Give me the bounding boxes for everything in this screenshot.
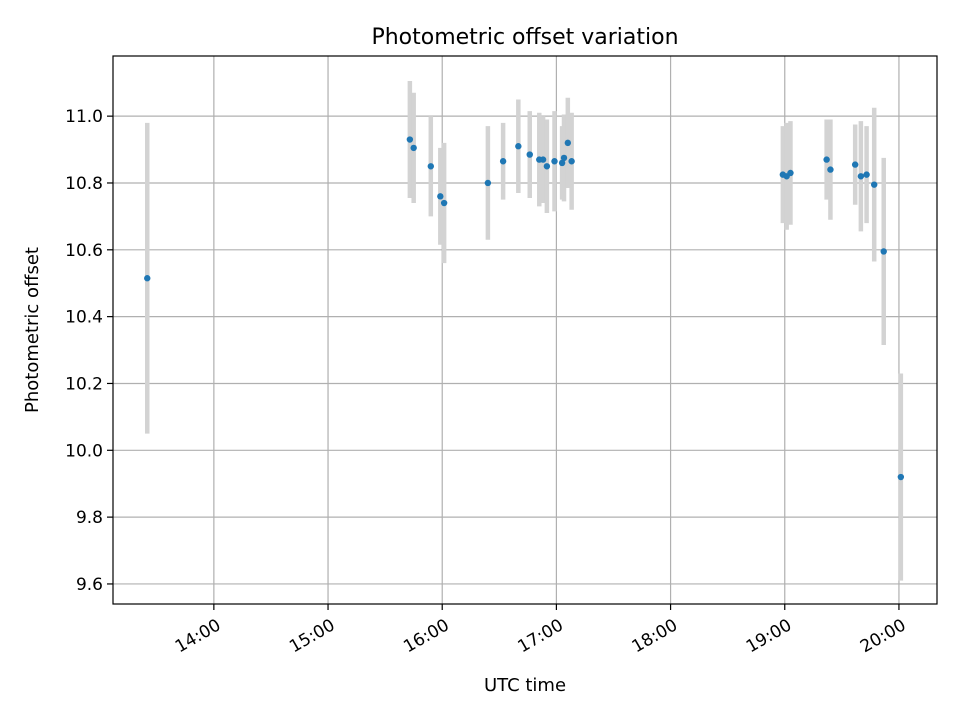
data-point xyxy=(851,161,859,168)
y-tick-label: 10.0 xyxy=(65,441,103,461)
data-point xyxy=(558,159,566,167)
data-point xyxy=(427,163,435,170)
data-point xyxy=(787,169,794,177)
data-point xyxy=(827,166,834,173)
data-point xyxy=(880,248,887,255)
data-point xyxy=(539,156,547,163)
y-tick-label: 10.6 xyxy=(65,241,103,261)
chart-title: Photometric offset variation xyxy=(371,25,678,50)
y-axis-ticks: 9.6 9.8 10.0 10.2 10.4 10.6 10.8 11.0 xyxy=(65,107,113,595)
data-point xyxy=(863,171,870,178)
data-point xyxy=(568,158,575,165)
y-axis-label: Photometric offset xyxy=(22,247,43,413)
data-point xyxy=(406,136,414,143)
data-point xyxy=(543,163,551,170)
data-point xyxy=(560,154,568,162)
data-point xyxy=(857,173,865,180)
data-points xyxy=(144,136,905,481)
y-tick-label: 10.4 xyxy=(65,308,103,328)
data-point xyxy=(897,473,905,481)
data-point xyxy=(564,139,572,147)
y-tick-label: 11.0 xyxy=(65,107,103,127)
data-point xyxy=(551,158,558,165)
data-point xyxy=(871,181,878,188)
data-point xyxy=(526,151,533,158)
data-point xyxy=(440,199,448,207)
data-point xyxy=(515,143,522,150)
y-tick-label: 10.8 xyxy=(65,174,103,194)
x-axis-label: UTC time xyxy=(484,675,566,696)
data-point xyxy=(144,275,151,282)
data-point xyxy=(410,144,417,152)
data-point xyxy=(499,158,507,165)
y-tick-label: 9.6 xyxy=(76,575,103,595)
data-point xyxy=(437,193,444,200)
y-tick-label: 10.2 xyxy=(65,374,103,394)
data-point xyxy=(484,179,492,187)
y-tick-label: 9.8 xyxy=(76,508,103,528)
plot-frame xyxy=(112,55,938,605)
data-point xyxy=(823,156,830,163)
